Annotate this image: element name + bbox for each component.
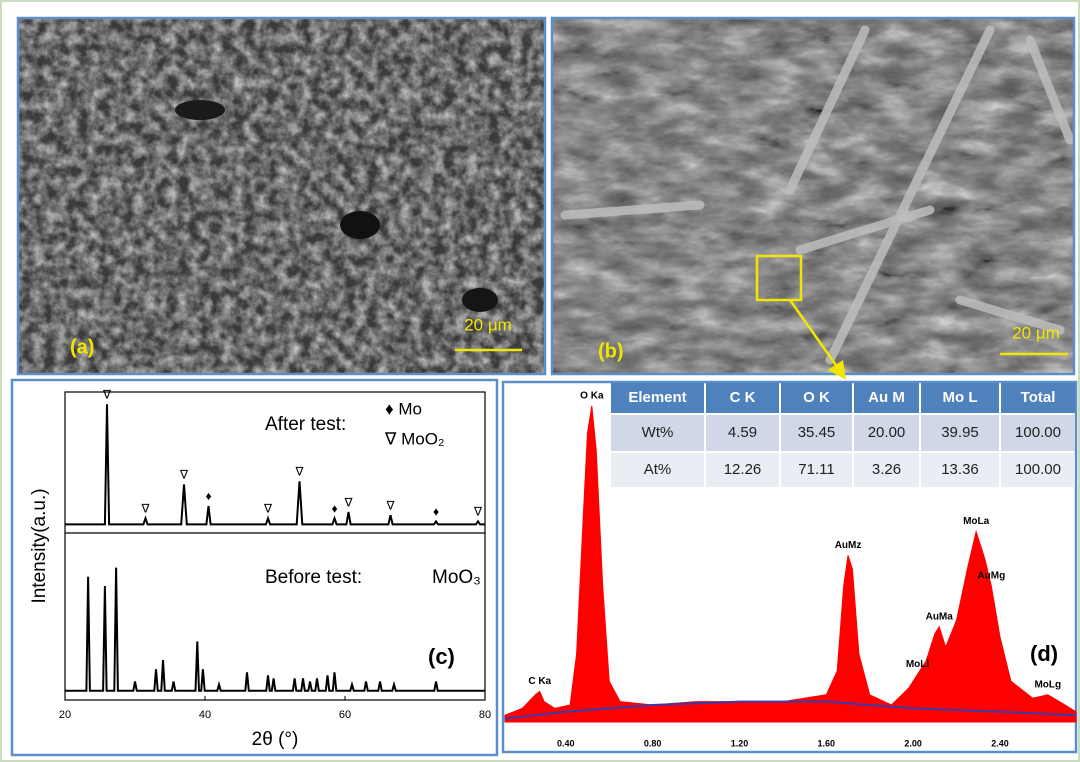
x-tick-label: 1.60 bbox=[818, 738, 836, 748]
peak-label: MoLg bbox=[1034, 679, 1061, 690]
cell-text: 39.95 bbox=[941, 424, 979, 441]
x-axis-label: 2θ (°) bbox=[252, 729, 299, 750]
series-label: After test: bbox=[265, 414, 346, 435]
peak-label: AuMa bbox=[926, 611, 954, 622]
panel-label: (d) bbox=[1030, 641, 1058, 666]
peak-label: C Ka bbox=[528, 676, 551, 687]
peak-label: O Ka bbox=[580, 390, 604, 401]
peak-label: AuMz bbox=[835, 540, 862, 551]
peak-marker: ∇ bbox=[102, 387, 112, 401]
header-text: Element bbox=[628, 389, 686, 406]
cell-text: 13.36 bbox=[941, 461, 979, 478]
cell-text: 100.00 bbox=[1015, 424, 1061, 441]
peak-marker: ∇ bbox=[385, 498, 395, 512]
peak-marker: ∇ bbox=[263, 501, 273, 515]
x-tick-label: 2.40 bbox=[991, 738, 1009, 748]
cell-text: At% bbox=[644, 461, 672, 478]
x-tick-label: 1.20 bbox=[731, 738, 749, 748]
panel-label: (c) bbox=[428, 644, 455, 669]
cell-text: 4.59 bbox=[728, 424, 757, 441]
x-tick-label: 20 bbox=[59, 709, 71, 721]
cell-text: 35.45 bbox=[798, 424, 836, 441]
annotation: ∇ MoO₂ bbox=[384, 429, 445, 448]
annotation: ♦ Mo bbox=[385, 399, 422, 418]
scale-bar-label: 20 μm bbox=[464, 315, 512, 334]
y-axis-label: Intensity(a.u.) bbox=[29, 488, 50, 603]
annotation: MoO₃ bbox=[432, 567, 481, 588]
composition-table: Element C K O K Au M Mo L Total Wt% 4.59 35.45 20… bbox=[611, 383, 1075, 487]
header-text: Mo L bbox=[943, 389, 978, 406]
x-tick-label: 40 bbox=[199, 709, 211, 721]
scale-bar-label: 20 μm bbox=[1012, 323, 1060, 342]
sem-image-b: (b) 20 μm bbox=[552, 18, 1074, 380]
peak-marker: ♦ bbox=[433, 505, 439, 519]
x-tick-label: 0.40 bbox=[557, 738, 575, 748]
cell-text: 71.11 bbox=[798, 461, 834, 478]
peak-marker: ∇ bbox=[140, 501, 150, 515]
header-text: C K bbox=[730, 389, 756, 406]
sem-image-a: (a) 20 μm bbox=[18, 18, 545, 374]
cell-text: 12.26 bbox=[724, 461, 762, 478]
peak-label: MoLl bbox=[906, 659, 930, 670]
peak-marker: ∇ bbox=[343, 495, 353, 509]
x-tick-label: 60 bbox=[339, 709, 351, 721]
peak-label: AuMg bbox=[977, 571, 1005, 582]
peak-marker: ♦ bbox=[331, 501, 337, 515]
cell-text: 20.00 bbox=[868, 424, 906, 441]
peak-label: MoLa bbox=[963, 516, 990, 527]
header-text: O K bbox=[803, 389, 830, 406]
header-text: Total bbox=[1021, 389, 1056, 406]
series-label: Before test: bbox=[265, 567, 362, 588]
peak-marker: ♦ bbox=[205, 489, 211, 503]
peak-marker: ∇ bbox=[473, 505, 483, 519]
cell-text: Wt% bbox=[642, 424, 674, 441]
figure: (a) 20 μm (b) 20 μm 20 40 60 80 After test: B… bbox=[0, 0, 1080, 762]
panel-label: (a) bbox=[70, 336, 94, 358]
peak-marker: ∇ bbox=[294, 464, 304, 478]
x-tick-label: 80 bbox=[479, 709, 491, 721]
header-text: Au M bbox=[868, 389, 905, 406]
cell-text: 3.26 bbox=[872, 461, 901, 478]
x-tick-label: 0.80 bbox=[644, 738, 662, 748]
cell-text: 100.00 bbox=[1015, 461, 1061, 478]
panel-label: (b) bbox=[598, 340, 624, 362]
peak-marker: ∇ bbox=[179, 468, 189, 482]
x-tick-label: 2.00 bbox=[904, 738, 922, 748]
